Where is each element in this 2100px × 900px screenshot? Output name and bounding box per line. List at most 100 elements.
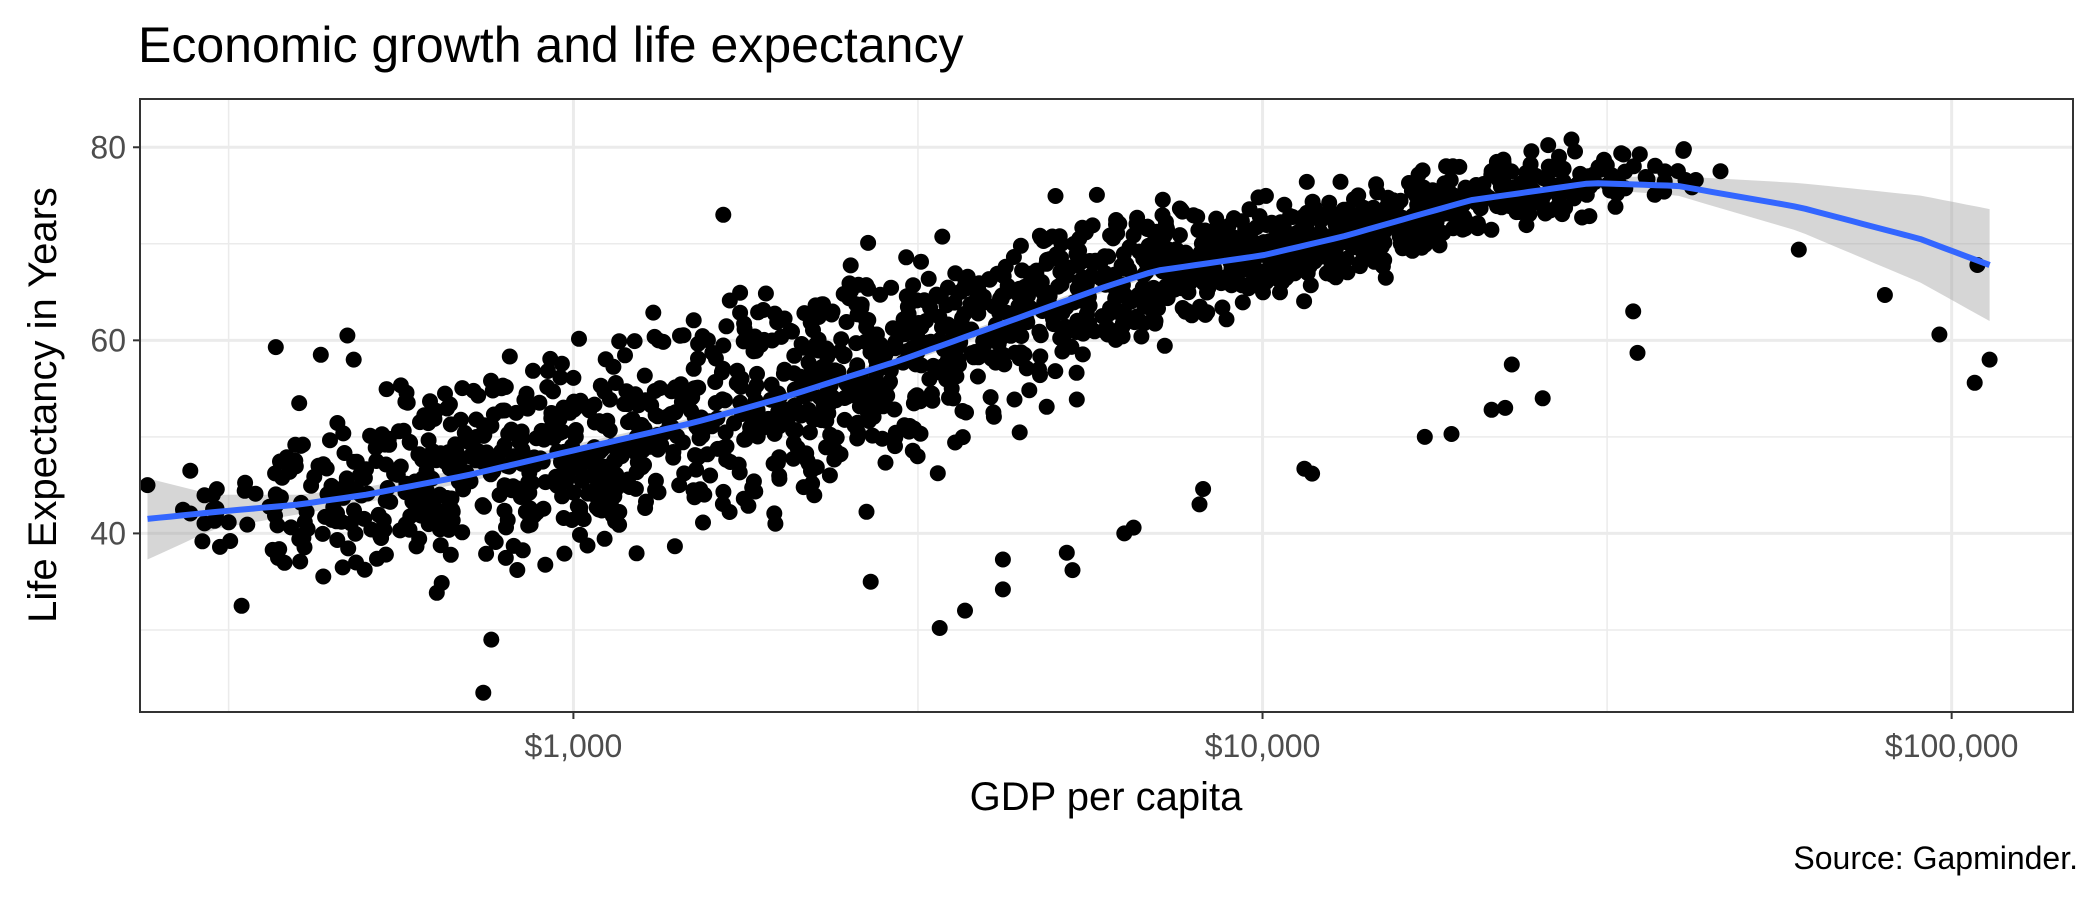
data-point <box>586 396 603 413</box>
data-point <box>291 531 308 548</box>
chart-title: Economic growth and life expectancy <box>138 17 963 73</box>
y-axis: 40 60 80 <box>90 129 140 551</box>
data-point <box>537 556 554 573</box>
data-point <box>666 538 683 555</box>
data-point <box>1503 356 1520 373</box>
data-point <box>1306 243 1323 260</box>
data-point <box>910 315 927 331</box>
data-point <box>542 350 559 367</box>
data-point <box>470 451 487 468</box>
data-point <box>1275 254 1292 271</box>
data-point <box>877 454 894 471</box>
data-point <box>1051 252 1068 269</box>
data-point <box>1032 327 1049 344</box>
data-point <box>1523 143 1540 160</box>
data-point <box>1410 166 1427 183</box>
data-point <box>636 367 653 384</box>
data-point <box>447 436 464 453</box>
data-point <box>1045 310 1061 327</box>
data-point <box>498 519 514 536</box>
data-point <box>1308 208 1325 225</box>
data-point <box>1790 241 1807 258</box>
data-point <box>1356 247 1373 264</box>
data-point <box>378 381 395 398</box>
data-point <box>876 343 893 360</box>
data-point <box>1191 496 1208 513</box>
data-point <box>849 306 866 323</box>
data-point <box>1038 398 1055 415</box>
data-point <box>652 380 668 397</box>
data-point <box>318 460 335 477</box>
data-point <box>1424 214 1441 231</box>
data-point <box>1540 158 1557 175</box>
data-point <box>649 432 666 449</box>
data-point <box>715 439 732 456</box>
data-point <box>1625 158 1642 175</box>
data-point <box>1295 208 1312 225</box>
data-point <box>496 477 513 494</box>
data-point <box>611 333 628 350</box>
data-point <box>552 369 569 386</box>
data-point <box>1032 348 1049 365</box>
data-point <box>1257 187 1274 204</box>
data-point <box>312 346 329 363</box>
data-point <box>478 545 495 562</box>
data-point <box>1068 364 1085 381</box>
data-point <box>1540 137 1557 154</box>
data-point <box>567 428 584 445</box>
data-point <box>579 537 596 554</box>
data-point <box>329 415 346 431</box>
data-point <box>749 365 765 382</box>
data-point <box>475 684 492 701</box>
data-point <box>1519 192 1536 209</box>
data-point <box>1417 236 1434 253</box>
data-point <box>1136 315 1152 332</box>
data-point <box>647 482 664 498</box>
data-point <box>676 465 693 482</box>
data-point <box>607 375 624 391</box>
data-point <box>994 551 1011 568</box>
data-point <box>1415 179 1432 196</box>
data-point <box>999 277 1016 294</box>
data-point <box>1005 249 1022 265</box>
data-point <box>454 524 471 541</box>
data-point <box>1518 164 1535 181</box>
data-point <box>1011 424 1028 441</box>
data-point <box>815 396 832 413</box>
data-point <box>801 424 818 441</box>
data-point <box>1981 351 1998 368</box>
data-point <box>1121 239 1138 256</box>
data-point <box>939 352 956 369</box>
data-point <box>931 620 948 636</box>
data-point <box>963 345 980 362</box>
data-point <box>764 332 781 349</box>
data-point <box>283 519 299 536</box>
data-point <box>1442 172 1459 189</box>
data-point <box>650 332 667 349</box>
data-point <box>267 339 284 356</box>
data-point <box>685 312 702 329</box>
data-point <box>760 410 777 427</box>
data-point <box>802 341 818 357</box>
data-point <box>1051 228 1068 245</box>
data-point <box>985 408 1002 425</box>
data-point <box>714 496 731 512</box>
data-point <box>220 514 237 531</box>
data-point <box>1338 250 1355 267</box>
data-point <box>363 521 380 538</box>
data-point <box>1053 276 1070 293</box>
data-point <box>1675 142 1692 159</box>
data-point <box>669 428 686 445</box>
data-point <box>1279 268 1296 285</box>
plot-panel <box>139 98 2074 713</box>
data-point <box>907 388 924 405</box>
data-point <box>545 383 561 400</box>
data-point <box>294 436 311 453</box>
data-point <box>616 396 633 412</box>
data-point <box>1197 222 1214 239</box>
data-point <box>628 416 645 432</box>
data-point <box>970 305 987 322</box>
data-point <box>1369 184 1386 201</box>
data-point <box>1013 291 1030 308</box>
data-point <box>1625 303 1642 320</box>
